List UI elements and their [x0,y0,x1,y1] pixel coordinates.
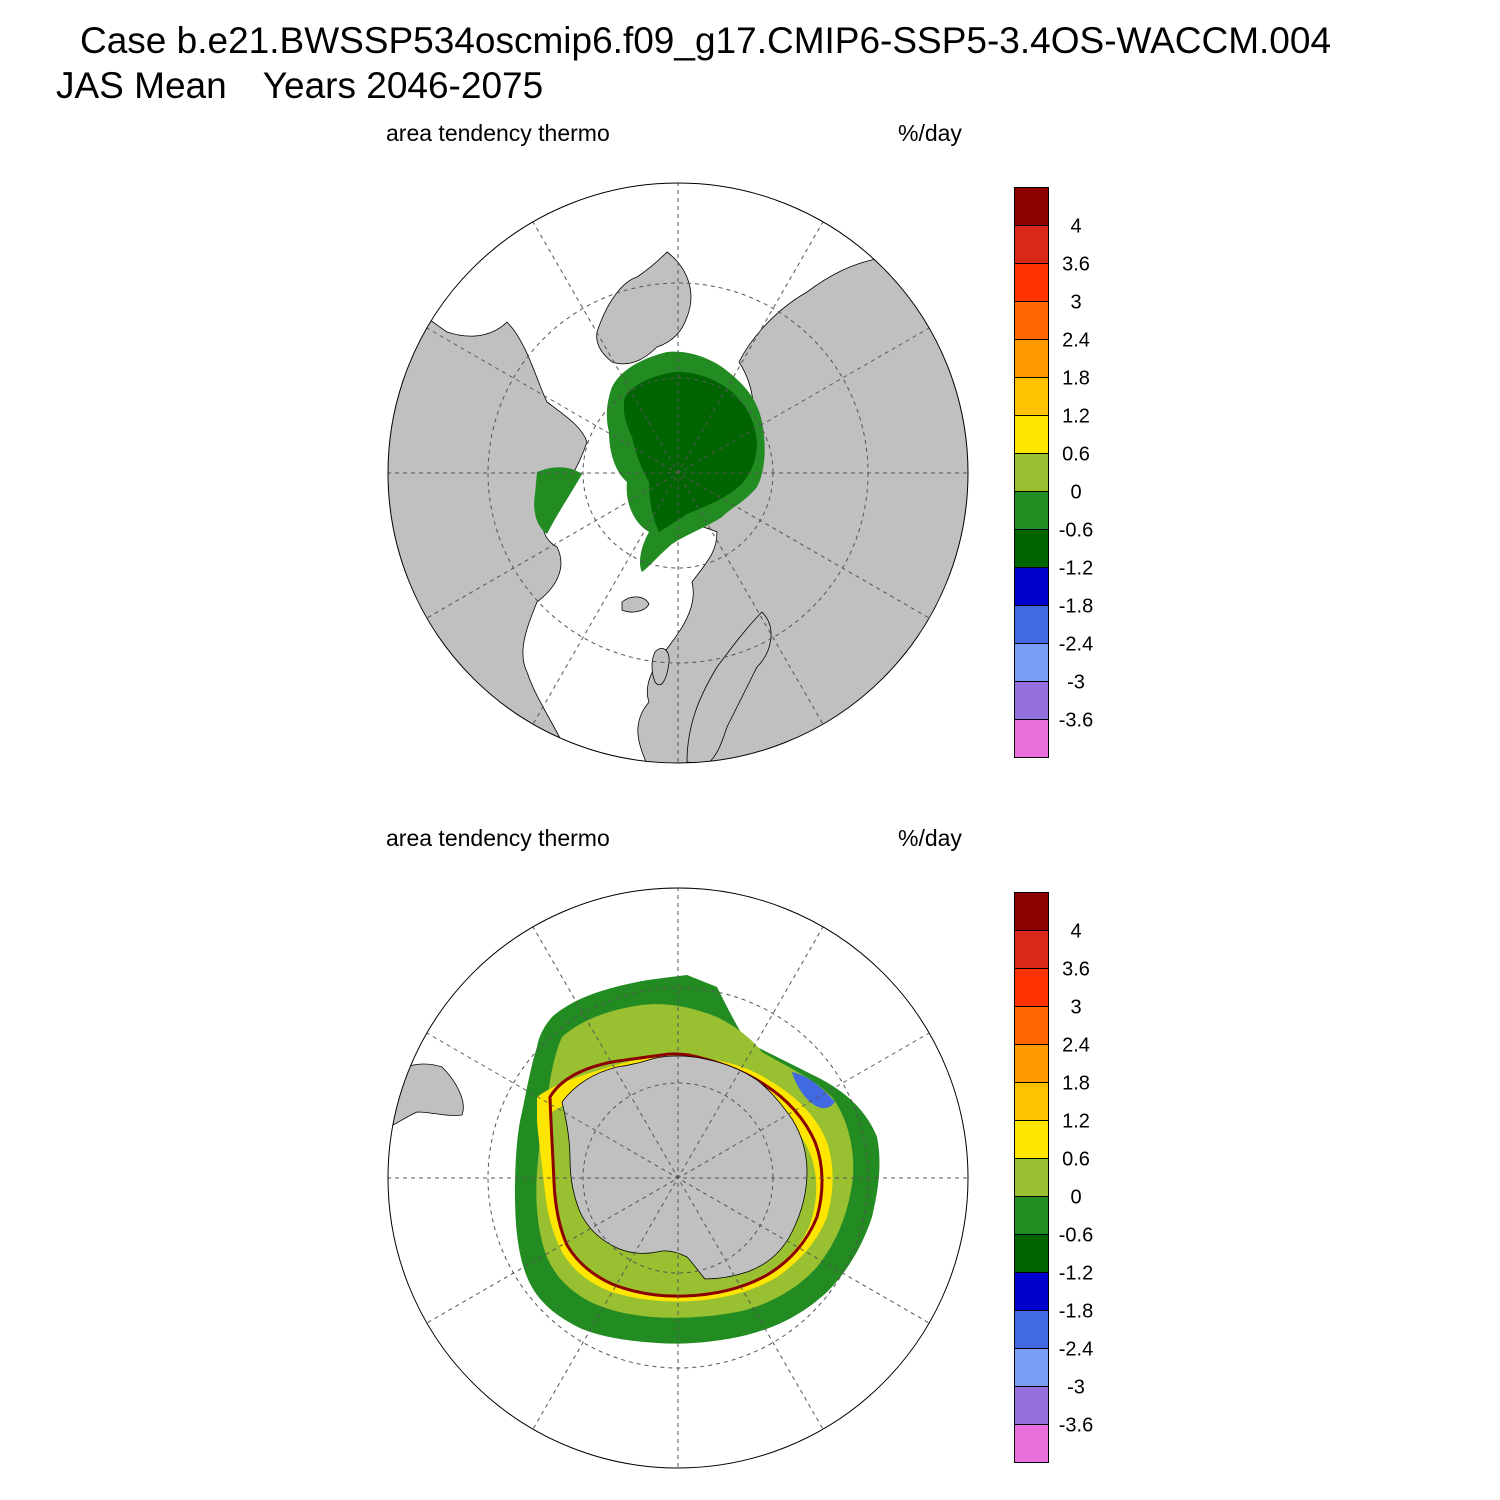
colorbar-tick-label: -1.2 [1059,1263,1093,1285]
colorbar-tick-label: 4 [1070,216,1081,238]
greenland-landmass [596,251,692,365]
colorbar-swatch [1014,1386,1049,1425]
north-graticule [388,183,968,763]
colorbar-tick-label: -2.4 [1059,1339,1093,1361]
south-variable-label: area tendency thermo [386,825,610,851]
colorbar-swatch [1014,187,1049,226]
colorbar-swatch [1014,643,1049,682]
south-units-label: %/day [898,825,962,851]
south-polar-map [387,887,969,1469]
colorbar-tick-label: -3.6 [1059,1415,1093,1437]
south-map-border [387,887,969,1469]
colorbar-swatch [1014,1348,1049,1387]
colorbar-swatch [1014,719,1049,758]
colorbar-swatch [1014,529,1049,568]
years-label: Years 2046-2075 [262,65,544,106]
colorbar-swatch [1014,339,1049,378]
british-isles-landmass [651,648,670,686]
colorbar-tick-label: 1.8 [1062,1073,1090,1095]
colorbar-tick-label: 1.8 [1062,368,1090,390]
colorbar-swatch [1014,453,1049,492]
north-map-border [387,182,969,764]
colorbar-swatch [1014,605,1049,644]
colorbar-tick-label: 0.6 [1062,444,1090,466]
colorbar-swatch [1014,930,1049,969]
colorbar-tick-label: -2.4 [1059,634,1093,656]
colorbar-tick-label: -1.8 [1059,1301,1093,1323]
ice-band-neg24 [792,1072,835,1109]
colorbar-tick-label: 1.2 [1062,1111,1090,1133]
colorbar-swatch [1014,377,1049,416]
iceland-landmass [621,596,650,613]
colorbar-swatch [1014,263,1049,302]
north-polar-map [387,182,969,764]
coastal-max-band [548,1052,824,1298]
colorbar-swatch [1014,1006,1049,1045]
colorbar-swatch [1014,892,1049,931]
colorbar-tick-label: -0.6 [1059,520,1093,542]
colorbar-tick-label: 0 [1070,1187,1081,1209]
case-title: Case b.e21.BWSSP534oscmip6.f09_g17.CMIP6… [80,20,1332,61]
colorbar-tick-label: 3 [1070,997,1081,1019]
colorbar-swatch [1014,681,1049,720]
colorbar-swatch [1014,1196,1049,1235]
colorbar-tick-label: 0 [1070,482,1081,504]
north-colorbar: 4 3.6 3 2.4 1.8 1.2 0.6 0 -0.6 -1.2 -1.8 -2.4 -3 -3.6 [1014,187,1093,758]
north-variable-label: area tendency thermo [386,120,610,146]
colorbar-tick-label: -3.6 [1059,710,1093,732]
colorbar-swatch [1014,1424,1049,1463]
season-label: JAS Mean [56,65,227,106]
south-america-landmass [388,1063,464,1128]
colorbar-tick-label: -3 [1067,1377,1085,1399]
colorbar-tick-label: 0.6 [1062,1149,1090,1171]
colorbar-swatch [1014,415,1049,454]
colorbar-swatch [1014,301,1049,340]
colorbar-tick-label: 3.6 [1062,254,1090,276]
colorbar-tick-label: 3.6 [1062,959,1090,981]
period-title: JAS Mean Years 2046-2075 [56,65,543,107]
colorbar-swatch [1014,1082,1049,1121]
ice-band-baffin [534,467,582,534]
colorbar-swatch [1014,567,1049,606]
south-colorbar: 4 3.6 3 2.4 1.8 1.2 0.6 0 -0.6 -1.2 -1.8 -2.4 -3 -3.6 [1014,892,1093,1463]
colorbar-swatch [1014,1234,1049,1273]
colorbar-swatch [1014,1272,1049,1311]
south-graticule [388,888,968,1468]
colorbar-tick-label: -1.8 [1059,596,1093,618]
colorbar-tick-label: 1.2 [1062,406,1090,428]
colorbar-tick-label: 2.4 [1062,330,1090,352]
colorbar-swatch [1014,1158,1049,1197]
colorbar-tick-label: 4 [1070,921,1081,943]
colorbar-swatch [1014,1120,1049,1159]
colorbar-tick-label: -0.6 [1059,1225,1093,1247]
colorbar-swatch [1014,225,1049,264]
colorbar-tick-label: 2.4 [1062,1035,1090,1057]
colorbar-swatch [1014,1310,1049,1349]
colorbar-tick-label: 3 [1070,292,1081,314]
north-units-label: %/day [898,120,962,146]
colorbar-swatch [1014,1044,1049,1083]
colorbar-swatch [1014,968,1049,1007]
colorbar-tick-label: -1.2 [1059,558,1093,580]
colorbar-swatch [1014,491,1049,530]
colorbar-tick-label: -3 [1067,672,1085,694]
